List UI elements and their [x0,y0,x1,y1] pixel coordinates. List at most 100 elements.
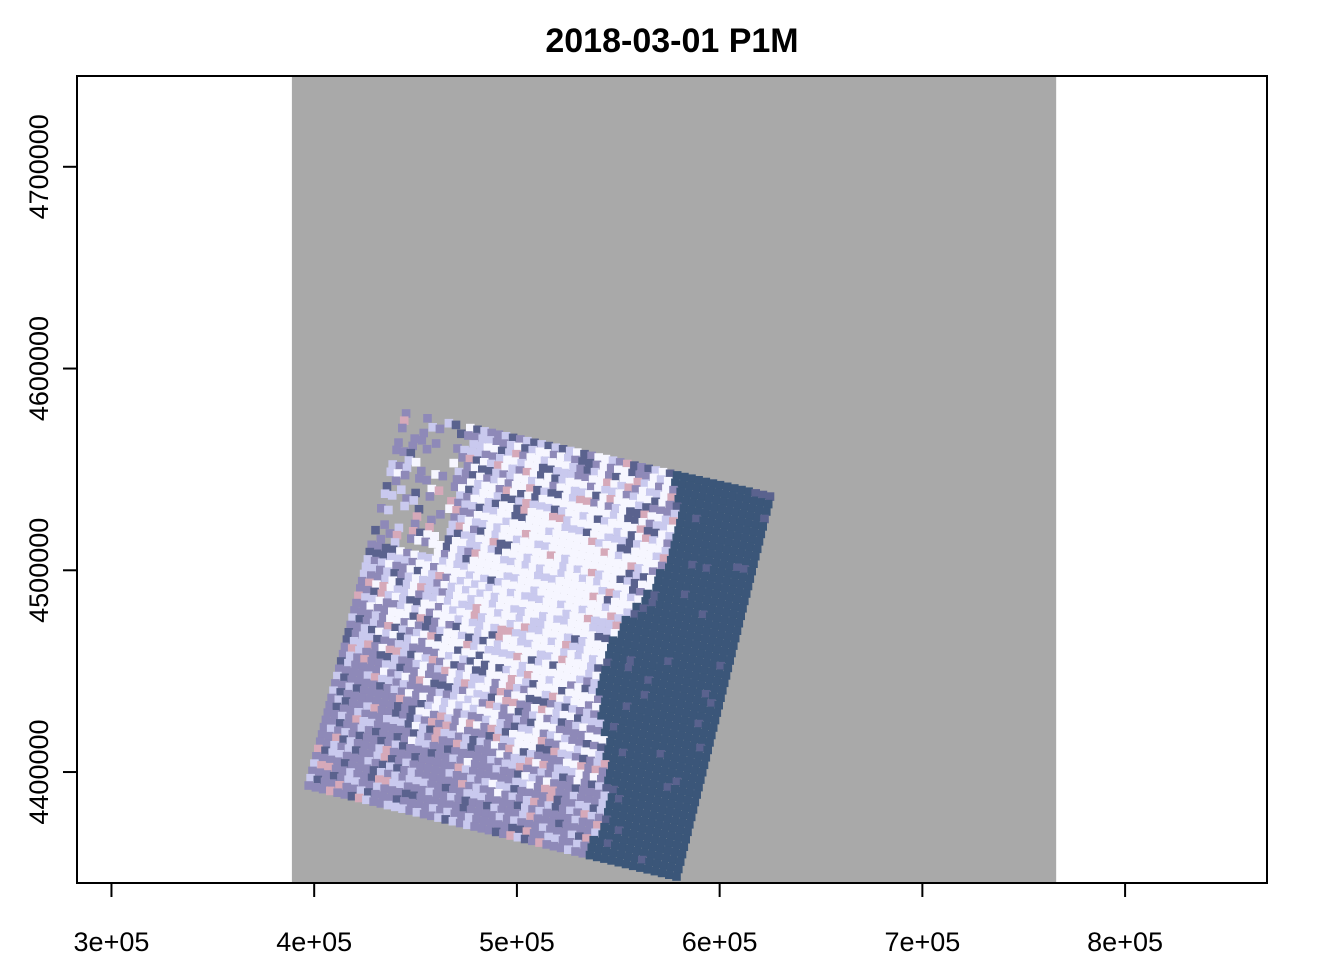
raster-cell [663,539,672,549]
raster-cell [447,497,456,506]
raster-cell [364,640,373,650]
raster-cell [485,732,495,741]
raster-cell [591,554,601,563]
raster-cell [346,737,356,746]
raster-cell [456,787,465,797]
raster-cell [650,622,659,632]
raster-cell [659,829,669,839]
raster-cell [460,531,470,540]
raster-cell [633,509,642,518]
raster-cell [452,771,462,780]
raster-cell [448,668,457,678]
raster-cell [660,491,669,501]
raster-cell [467,774,476,784]
raster-cell [674,801,683,811]
raster-cell [689,584,699,594]
raster-cell [629,704,639,713]
raster-cell [758,522,767,531]
raster-cell [649,536,658,545]
raster-cell [658,467,668,477]
raster-cell [695,531,705,540]
raster-cell [615,458,625,467]
raster-cell [605,471,614,480]
raster-cell [727,585,737,595]
raster-cell [666,618,675,628]
raster-cell [386,700,396,709]
raster-cell [625,538,635,548]
raster-cell [480,427,489,436]
raster-cell [390,569,399,578]
raster-cell [645,763,655,772]
raster-cell [684,544,694,553]
raster-cell [617,693,626,702]
raster-cell [508,464,517,474]
raster-cell [545,676,555,685]
raster-cell [395,578,405,587]
raster-cell [653,702,662,711]
raster-cell [511,691,520,700]
raster-cell [511,512,520,521]
raster-cell [361,740,370,750]
raster-cell [547,700,556,709]
raster-cell [363,671,373,680]
raster-cell [481,746,491,756]
raster-cell [491,530,501,540]
raster-cell [763,499,773,509]
raster-cell [407,798,416,808]
raster-cell [663,570,672,580]
raster-cell [472,635,481,644]
raster-cell [449,458,458,468]
raster-cell [718,591,728,601]
raster-cell [475,651,485,661]
raster-cell [600,517,610,526]
raster-cell [552,560,561,570]
raster-cell [317,730,327,739]
raster-cell [636,768,646,778]
raster-cell [602,815,611,825]
raster-cell [565,838,575,847]
raster-cell [526,632,535,642]
raster-cell [700,634,709,644]
raster-cell [709,597,719,606]
raster-cell [555,757,565,766]
raster-cell [488,600,498,609]
raster-cell [428,804,438,813]
raster-cell [684,670,693,679]
raster-cell [441,666,450,676]
raster-cell [333,671,342,681]
raster-cell [375,775,384,784]
raster-cell [517,575,527,585]
raster-cell [363,585,372,595]
raster-cell [673,714,682,724]
raster-cell [602,721,612,730]
raster-cell [477,792,487,802]
raster-cell [656,718,666,728]
raster-cell [470,791,480,800]
raster-cell [521,772,530,781]
raster-cell [659,798,669,807]
raster-cell [541,753,550,763]
raster-cell [383,684,392,693]
raster-cell [692,546,701,555]
raster-cell [541,573,550,583]
raster-cell [434,782,444,791]
raster-cell [662,727,671,737]
raster-cell [326,724,336,734]
raster-cell [612,652,621,662]
raster-cell [584,552,594,561]
raster-cell [650,560,660,569]
raster-cell [506,441,516,450]
raster-cell [691,703,700,712]
raster-cell [410,667,420,676]
raster-cell [678,511,687,521]
raster-cell [476,441,486,451]
raster-cell [499,439,509,448]
raster-cell [565,720,574,729]
raster-cell [584,764,593,773]
raster-cell [505,596,514,605]
raster-cell [389,662,398,671]
raster-cell [534,540,543,550]
raster-cell [604,776,613,786]
raster-cell [649,811,658,820]
raster-cell [484,646,494,655]
